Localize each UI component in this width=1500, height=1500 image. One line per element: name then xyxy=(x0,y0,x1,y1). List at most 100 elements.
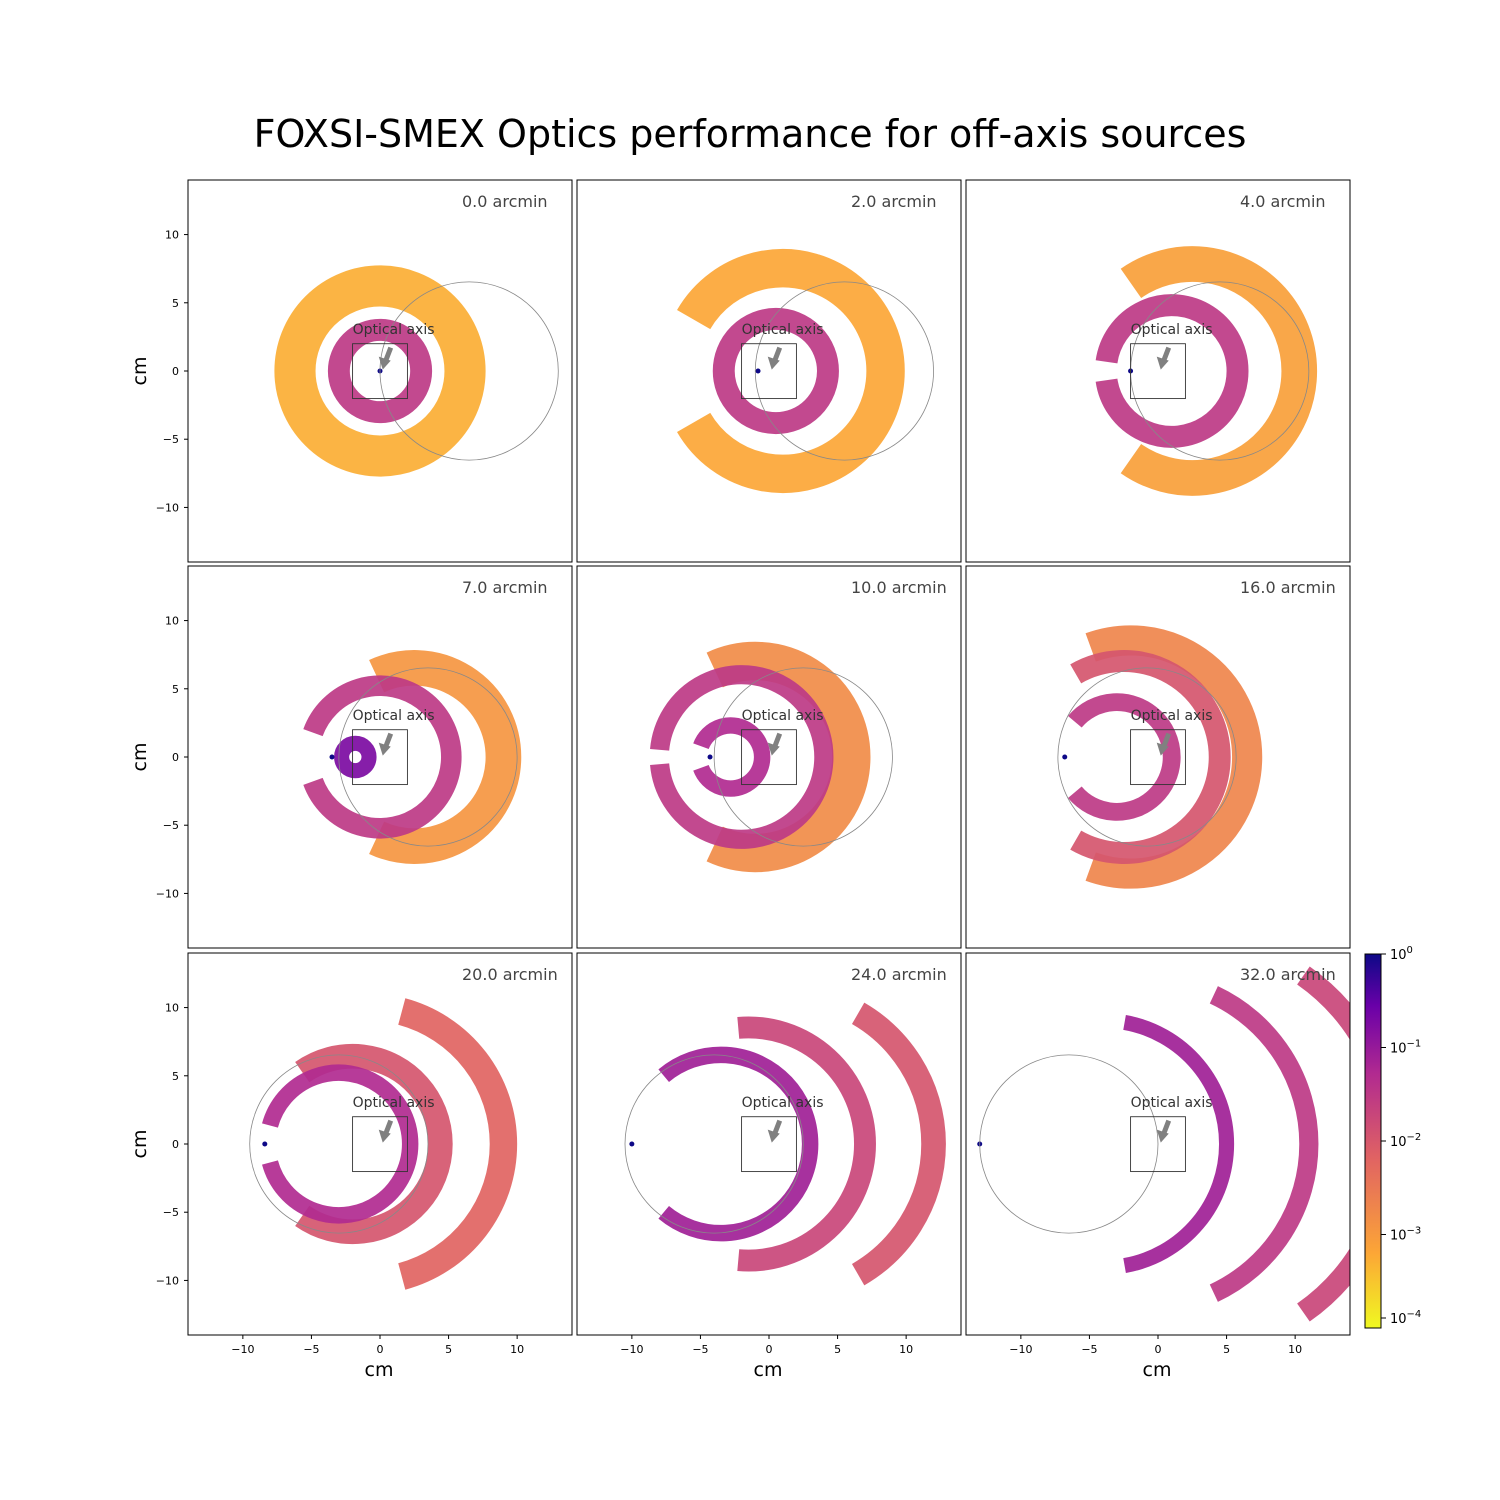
colorbar-tick-exponent: −1 xyxy=(1407,1039,1422,1050)
reference-circle xyxy=(379,281,559,461)
optical-axis-arrow-shaft xyxy=(383,346,394,362)
focus-spot xyxy=(329,754,335,760)
panel-grid: Optical axis 0.0 arcmin 10 5 0 −5 −10 cm Optical… xyxy=(129,179,1351,1381)
optical-axis-label: Optical axis xyxy=(353,322,435,338)
psf-arc xyxy=(1095,294,1249,448)
optical-axis-label: Optical axis xyxy=(742,708,824,724)
x-tick-label: 5 xyxy=(834,1343,841,1356)
detector-box xyxy=(741,729,797,786)
panel: Optical axis 2.0 arcmin xyxy=(576,179,962,563)
optical-axis-label: Optical axis xyxy=(1131,1095,1213,1111)
y-tick-label: 10 xyxy=(165,1002,179,1015)
psf-ring xyxy=(327,318,433,424)
panel-background xyxy=(966,566,1350,948)
colorbar-tick-label: 10−3 xyxy=(1390,1226,1421,1244)
y-tick-label: 0 xyxy=(172,365,179,378)
detector-box xyxy=(741,343,797,400)
colorbar-tick-label: 10−2 xyxy=(1390,1132,1421,1150)
panel-plot-area: Optical axis xyxy=(249,998,518,1290)
colorbar-tick-base: 10 xyxy=(1390,1135,1407,1150)
psf-arc xyxy=(262,1064,419,1224)
colorbar-tick-label: 10−4 xyxy=(1390,1309,1421,1327)
panel-frame xyxy=(576,179,962,563)
y-tick-label: 10 xyxy=(165,229,179,242)
psf-arc xyxy=(706,641,871,873)
optical-axis-arrow-head xyxy=(1156,742,1169,756)
y-tick-label: 5 xyxy=(172,297,179,310)
psf-arc xyxy=(1070,650,1231,864)
panel-label: 2.0 arcmin xyxy=(851,192,937,211)
colorbar-tick-exponent: −4 xyxy=(1407,1309,1422,1320)
psf-ring xyxy=(274,265,486,477)
reference-circle xyxy=(624,1054,804,1234)
panel-plot-area: Optical axis xyxy=(1095,246,1318,496)
panel: Optical axis 24.0 arcmin −10 −5 0 5 10 cm xyxy=(576,952,962,1381)
detector-box xyxy=(352,729,408,786)
x-axis-label: cm xyxy=(754,1359,783,1381)
x-tick-label: 10 xyxy=(1288,1343,1302,1356)
detector-box xyxy=(352,1116,408,1173)
psf-arc xyxy=(295,1043,453,1245)
focus-spot xyxy=(755,368,761,374)
detector-box xyxy=(1130,343,1186,400)
colorbar-tick-exponent: 0 xyxy=(1407,945,1413,956)
panel-label: 10.0 arcmin xyxy=(851,578,947,597)
panel-label: 7.0 arcmin xyxy=(462,578,548,597)
optical-axis-arrow-shaft xyxy=(772,732,783,748)
y-tick-label: 5 xyxy=(172,1070,179,1083)
panel: Optical axis 16.0 arcmin xyxy=(965,565,1351,949)
y-tick-label: 0 xyxy=(172,751,179,764)
reference-circle xyxy=(713,667,893,847)
panel-label: 24.0 arcmin xyxy=(851,965,947,984)
y-tick-label: −10 xyxy=(156,887,179,900)
optical-axis-arrow-head xyxy=(378,356,391,370)
y-tick-label: 5 xyxy=(172,683,179,696)
panel-plot-area: Optical axis xyxy=(677,248,934,494)
optical-axis-arrow-head xyxy=(1156,356,1169,370)
panel-frame xyxy=(965,179,1351,563)
psf-arc xyxy=(851,1002,946,1286)
colorbar-tick-exponent: −3 xyxy=(1407,1226,1422,1237)
x-tick-label: −5 xyxy=(303,1343,319,1356)
x-tick-label: −5 xyxy=(1081,1343,1097,1356)
y-tick-label: 10 xyxy=(165,615,179,628)
panel-plot-area: Optical axis xyxy=(1057,625,1263,889)
psf-arc xyxy=(398,998,518,1290)
x-tick-label: −5 xyxy=(692,1343,708,1356)
psf-arc xyxy=(303,675,462,839)
focus-spot xyxy=(629,1141,635,1147)
x-tick-label: 0 xyxy=(766,1343,773,1356)
panel: Optical axis 32.0 arcmin −10 −5 0 5 10 cm xyxy=(965,952,1351,1381)
y-axis-label: cm xyxy=(129,357,151,386)
colorbar-gradient xyxy=(1364,953,1382,1329)
panel-label: 0.0 arcmin xyxy=(462,192,548,211)
reference-circle xyxy=(979,1054,1159,1234)
detector-box xyxy=(1130,729,1186,786)
reference-circle xyxy=(249,1054,429,1234)
panel-label: 4.0 arcmin xyxy=(1240,192,1326,211)
panel-frame xyxy=(965,565,1351,949)
y-tick-label: 0 xyxy=(172,1138,179,1151)
panel: Optical axis 7.0 arcmin 10 5 0 −5 −10 cm xyxy=(129,565,573,949)
y-tick-label: −5 xyxy=(163,1206,179,1219)
panel-plot-area: Optical axis xyxy=(303,650,522,864)
y-tick-label: −5 xyxy=(163,433,179,446)
y-axis-label: cm xyxy=(129,743,151,772)
x-tick-label: 10 xyxy=(899,1343,913,1356)
psf-ring xyxy=(334,735,377,779)
detector-box xyxy=(352,343,408,400)
colorbar-tick-base: 10 xyxy=(1390,1042,1407,1057)
x-tick-label: 0 xyxy=(1155,1343,1162,1356)
panel-plot-area: Optical axis xyxy=(650,641,893,873)
x-tick-label: 10 xyxy=(510,1343,524,1356)
x-tick-label: 5 xyxy=(445,1343,452,1356)
psf-arc xyxy=(737,1016,876,1272)
figure-title: FOXSI-SMEX Optics performance for off-ax… xyxy=(253,112,1247,156)
panel: Optical axis 0.0 arcmin 10 5 0 −5 −10 cm xyxy=(129,179,573,563)
panel-label: 32.0 arcmin xyxy=(1240,965,1336,984)
x-axis-label: cm xyxy=(365,1359,394,1381)
psf-arc xyxy=(677,248,905,494)
panel: Optical axis 20.0 arcmin 10 5 0 −5 −10 cm −10 −5 0… xyxy=(129,952,573,1381)
